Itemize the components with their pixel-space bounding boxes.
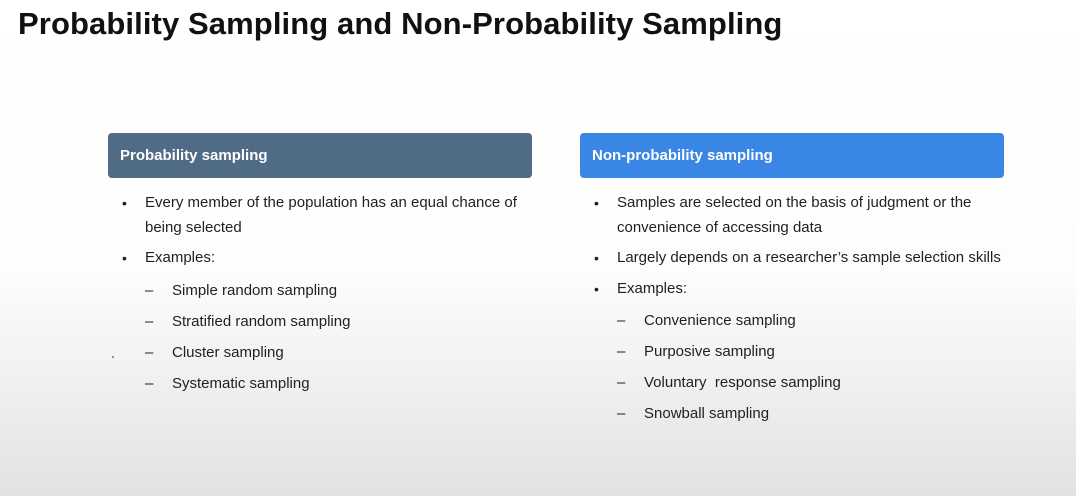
- example-text: Voluntary response sampling: [644, 374, 841, 391]
- list-item: – Simple random sampling: [145, 275, 532, 306]
- non-probability-sampling-header: Non-probability sampling: [580, 133, 1004, 178]
- dash-icon: –: [617, 343, 626, 360]
- probability-sampling-header: Probability sampling: [108, 133, 532, 178]
- list-item: • Samples are selected on the basis of j…: [580, 191, 1004, 240]
- list-item: • Largely depends on a researcher’s samp…: [580, 246, 1004, 271]
- bullet-text: Samples are selected on the basis of jud…: [617, 194, 972, 236]
- list-item: • Every member of the population has an …: [108, 191, 532, 240]
- example-text: Systematic sampling: [172, 374, 310, 392]
- example-text: Convenience sampling: [644, 312, 796, 329]
- list-item: – Snowball sampling: [617, 398, 1004, 429]
- non-probability-examples-list: – Convenience sampling – Purposive sampl…: [617, 305, 1004, 429]
- bullet-text: Every member of the population has an eq…: [145, 194, 517, 236]
- stray-mark: [112, 356, 114, 358]
- dash-icon: –: [145, 343, 154, 361]
- list-item: – Voluntary response sampling: [617, 367, 1004, 398]
- list-item: – Systematic sampling: [145, 368, 532, 399]
- example-text: Simple random sampling: [172, 281, 338, 299]
- dash-icon: –: [617, 374, 626, 391]
- list-item: – Convenience sampling: [617, 305, 1004, 336]
- bullet-text: Largely depends on a researcher’s sample…: [617, 249, 1001, 266]
- dash-icon: –: [145, 312, 154, 330]
- non-probability-bullet-list: • Samples are selected on the basis of j…: [580, 191, 1004, 429]
- bullet-text: Examples:: [617, 279, 688, 297]
- bullet-icon: •: [594, 280, 599, 297]
- bullet-text: Examples:: [145, 249, 216, 266]
- dash-icon: –: [145, 281, 154, 299]
- bullet-icon: •: [122, 250, 127, 266]
- example-text: Stratified random sampling: [172, 312, 351, 330]
- list-item: – Stratified random sampling: [145, 306, 532, 337]
- list-item: • Examples: – Simple random sampling – S…: [108, 246, 532, 399]
- probability-sampling-column: Probability sampling • Every member of t…: [108, 133, 532, 405]
- probability-examples-list: – Simple random sampling – Stratified ra…: [145, 275, 532, 399]
- example-text: Purposive sampling: [644, 343, 775, 360]
- slide-title: Probability Sampling and Non-Probability…: [18, 6, 783, 41]
- list-item: – Cluster sampling: [145, 337, 532, 368]
- list-item: • Examples: – Convenience sampling – Pur…: [580, 277, 1004, 430]
- bullet-icon: •: [594, 250, 599, 266]
- bullet-icon: •: [122, 195, 127, 211]
- dash-icon: –: [617, 405, 626, 422]
- list-item: – Purposive sampling: [617, 336, 1004, 367]
- dash-icon: –: [617, 312, 626, 329]
- non-probability-sampling-column: Non-probability sampling • Samples are s…: [580, 133, 1004, 435]
- dash-icon: –: [145, 374, 154, 392]
- bullet-icon: •: [594, 195, 599, 211]
- example-text: Snowball sampling: [644, 405, 770, 422]
- probability-bullet-list: • Every member of the population has an …: [108, 191, 532, 399]
- example-text: Cluster sampling: [172, 343, 284, 361]
